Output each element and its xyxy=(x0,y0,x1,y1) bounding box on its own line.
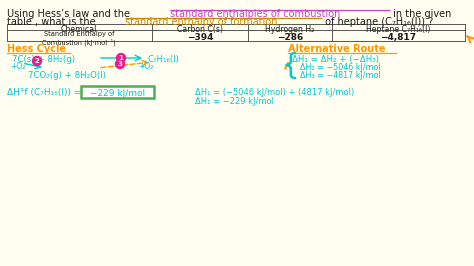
Text: 7CO₂(g) + 8H₂O(l): 7CO₂(g) + 8H₂O(l) xyxy=(28,71,106,80)
Text: 2: 2 xyxy=(35,58,39,64)
Text: Heptane C₇H₁₆(l): Heptane C₇H₁₆(l) xyxy=(366,25,430,34)
Text: 7C(s) + 8H₂(g): 7C(s) + 8H₂(g) xyxy=(12,55,75,64)
Text: {: { xyxy=(281,52,299,80)
Text: table , what is the: table , what is the xyxy=(7,17,99,27)
Text: of heptane (C₇H₁₆(l)) ?: of heptane (C₇H₁₆(l)) ? xyxy=(322,17,433,27)
Text: ΔH₁ = (−5046 kJ/mol) + (4817 kJ/mol): ΔH₁ = (−5046 kJ/mol) + (4817 kJ/mol) xyxy=(195,88,354,97)
Text: ΔH₂ = −5046 kJ/mol: ΔH₂ = −5046 kJ/mol xyxy=(300,63,381,72)
Text: 1: 1 xyxy=(118,55,123,61)
Text: Chemical: Chemical xyxy=(61,25,97,34)
Text: Carbon C(s): Carbon C(s) xyxy=(177,25,223,34)
Text: Hydrogen H₂: Hydrogen H₂ xyxy=(265,25,315,34)
Text: −229 kJ/mol: −229 kJ/mol xyxy=(91,89,146,98)
Circle shape xyxy=(116,60,125,69)
Text: −286: −286 xyxy=(277,33,303,42)
Text: +O₂: +O₂ xyxy=(138,62,154,71)
Circle shape xyxy=(117,53,126,63)
Text: ΔH₁ = ΔH₂ + (−ΔH₃): ΔH₁ = ΔH₂ + (−ΔH₃) xyxy=(292,55,379,64)
Text: ΔH₁ = −229 kJ/mol: ΔH₁ = −229 kJ/mol xyxy=(195,97,274,106)
Text: C₇H₁₆(l): C₇H₁₆(l) xyxy=(148,55,180,64)
Text: 3: 3 xyxy=(118,61,122,67)
FancyBboxPatch shape xyxy=(82,86,155,98)
Circle shape xyxy=(33,56,42,65)
Text: standard enthalpy of formation: standard enthalpy of formation xyxy=(126,17,278,27)
Text: −394: −394 xyxy=(187,33,213,42)
Text: Alternative Route: Alternative Route xyxy=(288,44,385,54)
Text: Using Hess’s law and the: Using Hess’s law and the xyxy=(7,9,133,19)
Text: Standard Enthalpy of
Combustion (kJ·mol⁻¹): Standard Enthalpy of Combustion (kJ·mol⁻… xyxy=(42,31,116,46)
Text: ΔH₃ = −4817 kJ/mol: ΔH₃ = −4817 kJ/mol xyxy=(300,71,381,80)
Text: Hess Cycle: Hess Cycle xyxy=(7,44,66,54)
Text: −4,817: −4,817 xyxy=(380,33,416,42)
Text: in the given: in the given xyxy=(390,9,451,19)
Text: +O₂: +O₂ xyxy=(10,62,26,71)
Text: ΔH°f (C₇H₁₆(l)) =: ΔH°f (C₇H₁₆(l)) = xyxy=(7,88,82,97)
Text: standard enthalpies of combustion: standard enthalpies of combustion xyxy=(170,9,340,19)
